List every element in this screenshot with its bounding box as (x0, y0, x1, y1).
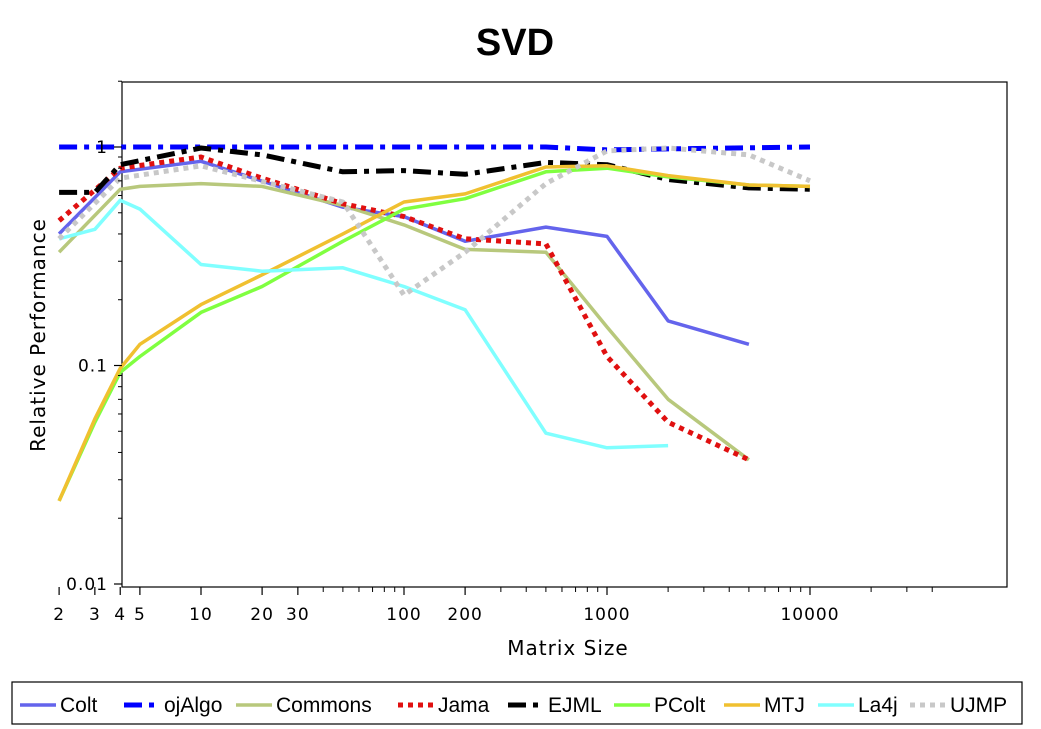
legend-label-ojalgo: ojAlgo (164, 694, 222, 717)
x-tick-label: 200 (447, 605, 482, 625)
x-tick-label: 3 (89, 605, 101, 625)
series-layer (57, 144, 811, 502)
series-line-ujmp (57, 145, 811, 298)
series-line-colt (57, 159, 750, 346)
y-tick-label: 0.1 (78, 357, 108, 377)
y-axis-label: Relative Performance (26, 218, 50, 452)
y-tick-label: 1 (96, 138, 108, 158)
legend-label-mtj: MTJ (764, 694, 805, 717)
x-tick-label: 2 (53, 605, 65, 625)
x-tick-label: 10 (189, 605, 213, 625)
legend-label-la4j: La4j (858, 694, 898, 717)
plot-frame (121, 81, 1008, 588)
x-axis-label: Matrix Size (507, 636, 628, 660)
x-tick-label: 1000 (583, 605, 630, 625)
x-tick-label: 20 (250, 605, 274, 625)
legend-label-colt: Colt (60, 694, 98, 717)
chart-title: SVD (476, 22, 554, 64)
series-line-la4j (58, 198, 669, 450)
x-tick-label: 4 (114, 605, 126, 625)
legend-label-pcolt: PColt (654, 694, 706, 717)
legend-label-ejml: EJML (548, 694, 602, 717)
series-line-pcolt (57, 166, 811, 502)
x-tick-label: 30 (286, 605, 310, 625)
y-tick-label: 0.01 (66, 575, 108, 595)
x-tick-label: 100 (386, 605, 421, 625)
legend-label-ujmp: UJMP (950, 694, 1007, 717)
series-line-commons (57, 181, 750, 462)
x-tick-label: 10000 (780, 605, 839, 625)
series-line-mtj (57, 164, 811, 502)
axis-layer: 0.01 0.1 1 2 3 4 5 10 20 30 100 200 1000 10000 (53, 80, 933, 625)
series-line-ejml (59, 145, 811, 195)
series-line-ojalgo (59, 144, 811, 153)
legend-label-jama: Jama (438, 694, 490, 717)
x-tick-label: 5 (134, 605, 146, 625)
legend: Colt ojAlgo Commons Jama EJML PColt MTJ La4j UJM… (20, 694, 1007, 717)
series-line-jama (57, 154, 750, 463)
legend-label-commons: Commons (276, 694, 372, 717)
